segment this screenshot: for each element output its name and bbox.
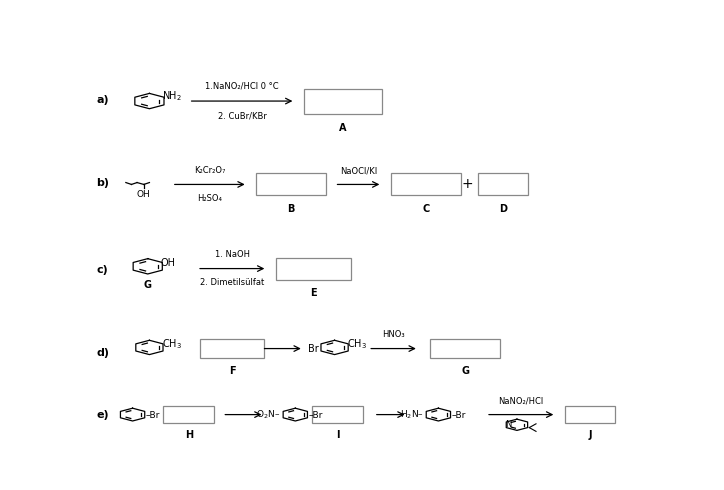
Text: c): c) <box>96 265 108 275</box>
Bar <box>565 406 615 423</box>
Text: 1.NaNO₂/HCl 0 °C: 1.NaNO₂/HCl 0 °C <box>205 81 279 91</box>
Text: G: G <box>461 367 469 376</box>
Text: C: C <box>422 204 429 214</box>
Text: H$_2$N–: H$_2$N– <box>400 408 424 421</box>
Text: b): b) <box>96 178 109 188</box>
Bar <box>312 406 363 423</box>
Text: –Br: –Br <box>308 411 323 420</box>
Bar <box>164 406 214 423</box>
Bar <box>478 173 529 196</box>
Text: I: I <box>336 430 339 441</box>
Text: H: H <box>185 430 193 441</box>
Text: J: J <box>588 430 592 441</box>
Text: NaOCl/KI: NaOCl/KI <box>340 166 377 175</box>
Text: +: + <box>462 177 473 192</box>
Text: HNO₃: HNO₃ <box>382 330 405 339</box>
Text: a): a) <box>96 95 109 105</box>
Text: 2. CuBr/KBr: 2. CuBr/KBr <box>217 112 266 121</box>
Text: Br: Br <box>308 344 319 354</box>
Text: CH$_3$: CH$_3$ <box>161 337 182 350</box>
Bar <box>256 173 326 196</box>
Text: G: G <box>144 280 152 290</box>
Text: K₂Cr₂O₇: K₂Cr₂O₇ <box>194 166 225 175</box>
Text: e): e) <box>96 410 109 420</box>
Text: N: N <box>505 420 512 429</box>
Text: 2. Dimetilsülfat: 2. Dimetilsülfat <box>200 278 264 287</box>
Text: OH: OH <box>161 258 176 268</box>
Text: –Br: –Br <box>451 411 466 420</box>
Text: A: A <box>340 123 347 133</box>
Text: NaNO₂/HCl: NaNO₂/HCl <box>499 396 544 405</box>
Bar <box>276 258 351 279</box>
Text: H₂SO₄: H₂SO₄ <box>197 194 222 203</box>
Text: E: E <box>310 288 317 298</box>
Bar <box>430 339 500 358</box>
Bar <box>200 339 264 358</box>
Text: O$_2$N–: O$_2$N– <box>256 408 280 421</box>
Text: B: B <box>287 204 295 214</box>
Text: F: F <box>229 367 235 376</box>
Text: 1. NaOH: 1. NaOH <box>215 250 250 259</box>
Text: d): d) <box>96 348 109 358</box>
Text: NH$_2$: NH$_2$ <box>161 90 182 103</box>
Bar <box>391 173 460 196</box>
Text: CH$_3$: CH$_3$ <box>348 337 368 350</box>
Bar <box>304 89 382 114</box>
Text: D: D <box>499 204 507 214</box>
Text: –Br: –Br <box>146 411 160 420</box>
Text: OH: OH <box>137 190 151 199</box>
